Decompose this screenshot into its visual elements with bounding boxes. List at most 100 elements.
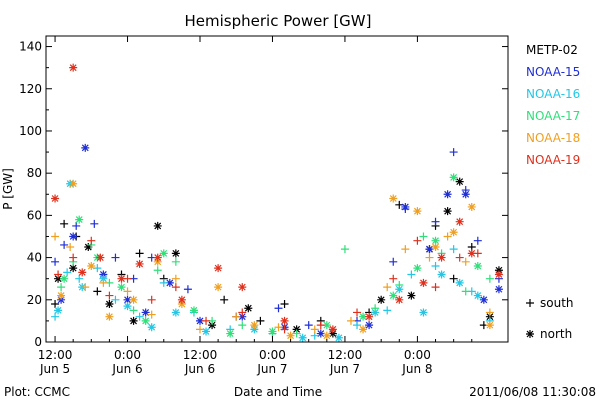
data-point-south <box>93 264 102 273</box>
data-point-north <box>153 257 162 266</box>
data-point-north <box>413 264 422 273</box>
series-noaa-18 <box>51 179 494 340</box>
data-point-south <box>274 323 283 332</box>
data-point-north <box>322 331 331 340</box>
data-point-south <box>72 221 81 230</box>
data-point-north <box>171 249 180 258</box>
data-point-north <box>244 304 253 313</box>
data-point-north <box>141 308 150 317</box>
data-point-north <box>316 329 325 338</box>
data-point-north <box>99 274 108 283</box>
data-point-north <box>57 291 66 300</box>
data-point-south <box>171 274 180 283</box>
data-point-south <box>147 310 156 319</box>
data-point-south <box>389 257 398 266</box>
data-point-north <box>431 243 440 252</box>
data-point-north <box>147 323 156 332</box>
data-point-south <box>232 312 241 321</box>
chart-title: Hemispheric Power [GW] <box>185 12 372 30</box>
plot-credit: Plot: CCMC <box>4 385 70 399</box>
data-point-north <box>286 331 295 340</box>
data-point-south <box>449 274 458 283</box>
data-point-south <box>485 308 494 317</box>
data-point-south <box>449 148 458 157</box>
data-point-south <box>340 245 349 254</box>
data-point-north <box>280 316 289 325</box>
data-point-north <box>153 253 162 262</box>
data-point-south <box>87 236 96 245</box>
x-tick-time: 0:00 <box>404 348 431 362</box>
data-point-south <box>183 285 192 294</box>
x-tick-date: Jun 8 <box>401 362 432 376</box>
data-point-north <box>159 249 168 258</box>
legend-entry: NOAA-15 <box>526 65 580 79</box>
data-point-north <box>419 278 428 287</box>
data-point-north <box>123 302 132 311</box>
data-point-south <box>316 321 325 330</box>
data-point-north <box>69 232 78 241</box>
data-point-north <box>69 179 78 188</box>
data-point-north <box>473 262 482 271</box>
legend-entry: NOAA-17 <box>526 109 580 123</box>
plot-timestamp: 2011/06/08 11:30:08 <box>469 385 596 399</box>
data-point-south <box>51 300 60 309</box>
data-point-north <box>443 190 452 199</box>
data-point-south <box>383 306 392 315</box>
data-point-north <box>69 264 78 273</box>
marker-legend-symbol <box>526 330 534 338</box>
data-point-south <box>431 262 440 271</box>
series-noaa-19 <box>51 63 503 334</box>
data-point-south <box>220 295 229 304</box>
series-noaa-16 <box>51 179 494 342</box>
data-point-north <box>189 306 198 315</box>
data-point-south <box>238 308 247 317</box>
data-point-north <box>117 283 126 292</box>
data-point-north <box>292 325 301 334</box>
y-tick-label: 40 <box>27 251 42 265</box>
data-point-south <box>202 316 211 325</box>
data-point-south <box>51 232 60 241</box>
data-point-north <box>298 333 307 342</box>
data-point-north <box>443 207 452 216</box>
y-tick-label: 140 <box>19 40 42 54</box>
data-point-north <box>238 312 247 321</box>
data-point-south <box>196 325 204 334</box>
data-point-south <box>129 306 138 315</box>
data-point-south <box>123 287 132 296</box>
data-point-south <box>153 266 162 275</box>
y-axis-label: P [GW] <box>1 168 15 210</box>
data-point-south <box>99 278 108 287</box>
data-point-north <box>57 295 66 304</box>
data-point-north <box>437 270 446 279</box>
data-point-south <box>280 325 289 334</box>
data-point-south <box>63 268 72 277</box>
plot-frame <box>45 35 509 343</box>
data-point-south <box>443 232 452 241</box>
marker-legend: south north <box>526 296 574 341</box>
data-point-north <box>268 327 277 336</box>
y-tick-label: 20 <box>27 293 42 307</box>
data-point-north <box>485 312 494 321</box>
data-point-north <box>129 295 138 304</box>
data-point-north <box>461 190 470 199</box>
data-point-north <box>250 321 259 330</box>
data-point-north <box>334 333 343 342</box>
y-tick-label: 120 <box>19 82 42 96</box>
data-point-south <box>171 283 180 292</box>
data-point-south <box>171 257 180 266</box>
y-axis: 0 20 40 60 80 100 120 140 <box>19 40 508 349</box>
y-tick-label: 100 <box>19 124 42 138</box>
data-point-north <box>449 173 458 182</box>
legend-entry: NOAA-19 <box>526 153 580 167</box>
data-point-south <box>431 217 440 226</box>
data-point-north <box>54 274 63 283</box>
x-tick-time: 0:00 <box>114 348 141 362</box>
data-point-north <box>425 245 434 254</box>
data-point-south <box>455 253 464 262</box>
data-point-south <box>346 316 355 325</box>
data-point-north <box>171 308 180 317</box>
data-point-north <box>413 207 422 216</box>
data-point-north <box>208 321 217 330</box>
